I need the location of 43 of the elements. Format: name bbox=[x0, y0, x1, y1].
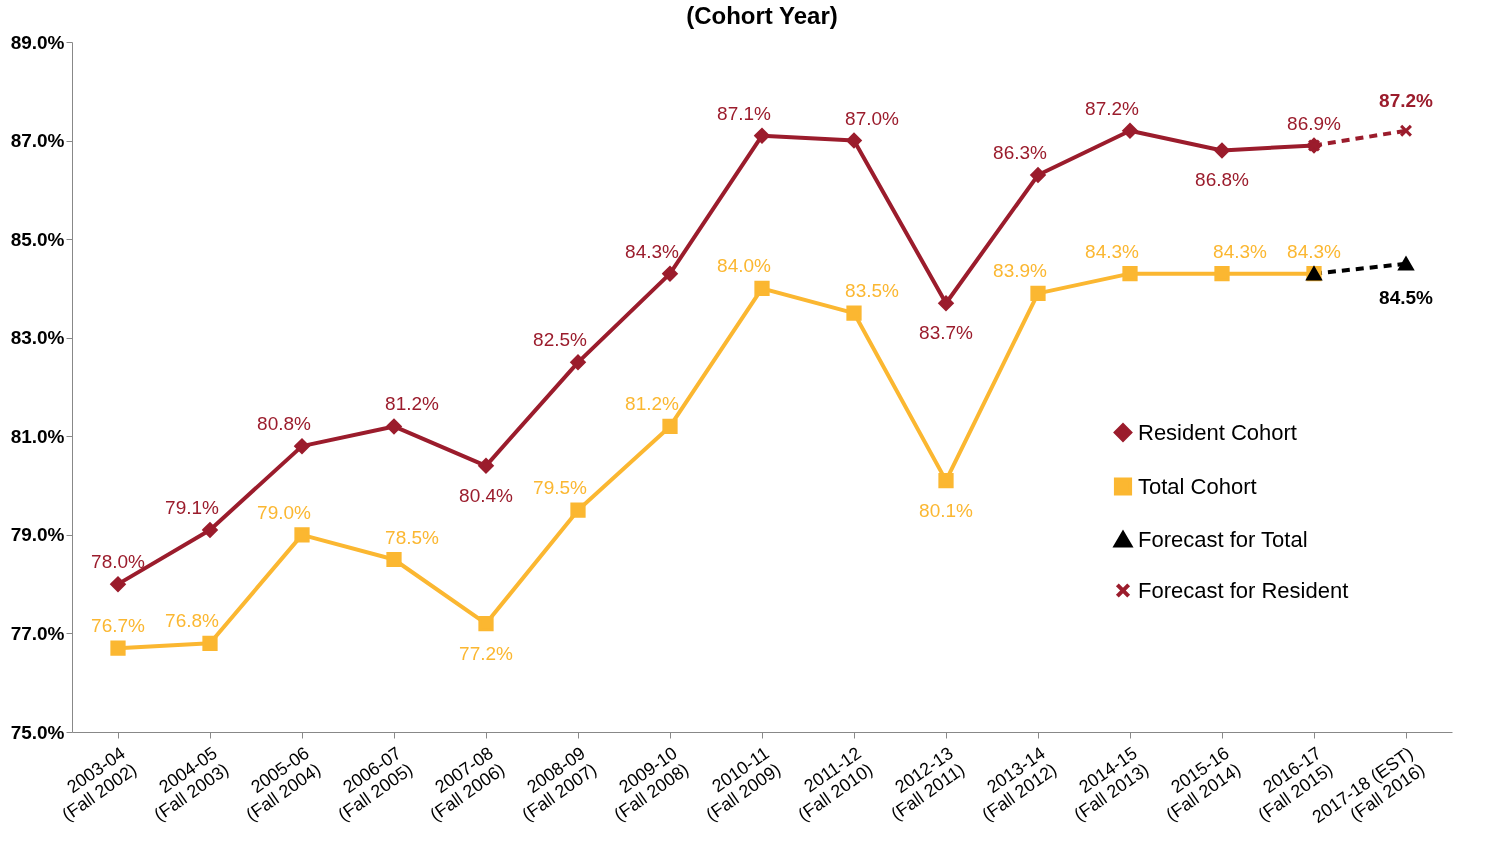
y-tick-label: 75.0% bbox=[10, 721, 65, 743]
data-label: 79.0% bbox=[257, 501, 312, 523]
data-label: 83.5% bbox=[845, 280, 900, 302]
data-label: 76.7% bbox=[91, 615, 146, 637]
data-label: 86.3% bbox=[993, 142, 1048, 164]
data-label: 87.0% bbox=[845, 107, 900, 129]
y-tick-label: 85.0% bbox=[10, 228, 65, 250]
y-tick-label: 83.0% bbox=[10, 327, 65, 349]
y-tick-label: 79.0% bbox=[10, 524, 65, 546]
data-label: 87.2% bbox=[1379, 89, 1434, 111]
data-label: 80.1% bbox=[919, 499, 974, 521]
data-label: 86.9% bbox=[1287, 112, 1342, 134]
data-label: 87.1% bbox=[717, 102, 772, 124]
chart-title: (Cohort Year) bbox=[686, 2, 838, 29]
y-tick-label: 81.0% bbox=[10, 425, 65, 447]
data-label: 80.8% bbox=[257, 413, 312, 435]
data-label: 76.8% bbox=[165, 610, 220, 632]
data-label: 82.5% bbox=[533, 329, 588, 351]
legend-label: Total Cohort bbox=[1138, 473, 1257, 499]
data-label: 79.1% bbox=[165, 496, 220, 518]
data-label: 87.2% bbox=[1085, 97, 1140, 119]
legend-label: Resident Cohort bbox=[1138, 419, 1297, 445]
data-label: 81.2% bbox=[625, 393, 680, 415]
data-label: 78.0% bbox=[91, 551, 146, 573]
data-label: 84.3% bbox=[1213, 240, 1268, 262]
data-label: 84.3% bbox=[1287, 240, 1342, 262]
y-tick-label: 89.0% bbox=[10, 31, 65, 53]
legend-label: Forecast for Resident bbox=[1138, 577, 1349, 603]
y-tick-label: 77.0% bbox=[10, 622, 65, 644]
data-label: 83.7% bbox=[919, 322, 974, 344]
data-label: 83.9% bbox=[993, 260, 1048, 282]
data-label: 78.5% bbox=[385, 526, 440, 548]
data-label: 84.3% bbox=[1085, 240, 1140, 262]
data-label: 79.5% bbox=[533, 477, 588, 499]
data-label: 84.3% bbox=[625, 240, 680, 262]
legend-label: Forecast for Total bbox=[1138, 526, 1308, 552]
data-label: 86.8% bbox=[1195, 169, 1250, 191]
data-label: 80.4% bbox=[459, 484, 514, 506]
data-label: 77.2% bbox=[459, 642, 514, 664]
data-label: 84.5% bbox=[1379, 286, 1434, 308]
data-label: 84.0% bbox=[717, 255, 772, 277]
y-tick-label: 87.0% bbox=[10, 130, 65, 152]
data-label: 81.2% bbox=[385, 393, 440, 415]
